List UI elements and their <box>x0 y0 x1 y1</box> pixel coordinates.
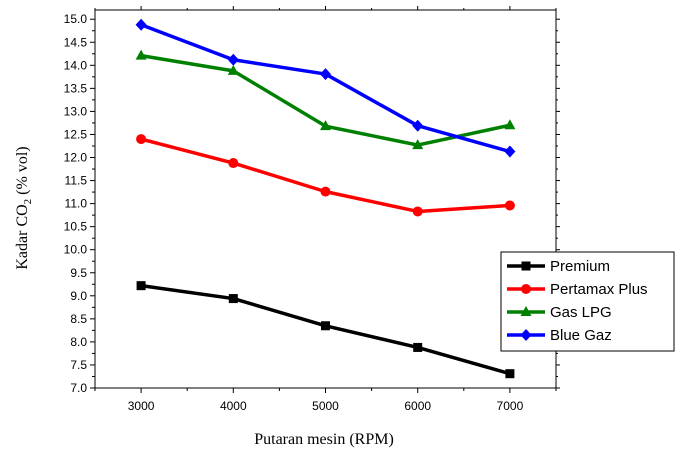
y-tick-label: 9.0 <box>70 289 87 303</box>
data-point-blue-gaz <box>412 119 424 132</box>
y-tick-label: 10.5 <box>64 220 88 234</box>
legend-label-pertamax-plus: Pertamax Plus <box>550 281 648 298</box>
y-tick-label: 13.0 <box>64 104 88 118</box>
y-tick-label: 8.5 <box>70 312 87 326</box>
y-tick-label: 12.0 <box>64 151 88 165</box>
plot-frame <box>94 9 557 389</box>
legend: Premium Pertamax Plus Gas LPG Blue Gaz <box>500 251 675 352</box>
y-tick-label: 8.0 <box>70 335 87 349</box>
data-point-pertamax-plus <box>228 158 239 169</box>
y-tick-label: 11.0 <box>65 197 88 211</box>
y-tick-label: 7.0 <box>70 381 87 395</box>
data-point-premium <box>505 369 515 379</box>
x-tick-label: 4000 <box>220 399 247 413</box>
y-tick-label: 15.0 <box>64 12 88 26</box>
y-tick-label: 10.0 <box>64 243 88 257</box>
y-tick-label: 14.0 <box>64 58 88 72</box>
data-point-blue-gaz <box>227 53 239 66</box>
x-tick-label: 7000 <box>497 399 524 413</box>
data-point-blue-gaz <box>135 18 147 31</box>
data-point-premium <box>321 321 330 331</box>
series-pertamax-plus <box>136 134 515 217</box>
series-blue-gaz <box>135 18 516 158</box>
y-axis-title: Kadar CO2 (% vol) <box>14 146 34 269</box>
data-point-gas-lpg <box>320 120 331 131</box>
data-point-premium <box>228 294 238 304</box>
series-layer <box>135 18 516 379</box>
y-axis-title-main: Kadar CO <box>14 204 31 269</box>
data-point-gas-lpg <box>227 64 239 75</box>
data-point-premium <box>413 342 423 352</box>
data-point-pertamax-plus <box>504 200 515 211</box>
y-axis-title-unit: (% vol) <box>14 146 31 198</box>
data-point-gas-lpg <box>412 139 424 150</box>
x-axis-title: Putaran mesin (RPM) <box>254 431 394 448</box>
y-tick-label: 12.5 <box>64 127 88 141</box>
data-point-premium <box>136 281 146 291</box>
legend-marker-blue-gaz <box>520 329 532 341</box>
y-tick-label: 13.5 <box>64 81 88 95</box>
data-point-blue-gaz <box>504 145 516 158</box>
legend-marker-gas-lpg <box>520 306 532 316</box>
series-line-pertamax-plus <box>140 137 511 214</box>
series-premium <box>136 281 515 379</box>
y-tick-label: 14.5 <box>64 35 88 49</box>
x-tick-label: 5000 <box>312 399 339 413</box>
data-point-pertamax-plus <box>136 134 147 145</box>
legend-label-blue-gaz: Blue Gaz <box>550 327 612 344</box>
data-point-gas-lpg <box>135 49 147 60</box>
data-point-blue-gaz <box>320 68 331 81</box>
plot-axes: 7.0 7.5 8.0 8.5 9.0 9.5 10.0 10.5 11.0 11.5 12.0 12… <box>64 6 560 413</box>
legend-marker-pertamax-plus <box>521 284 531 294</box>
y-axis-title-subscript: 2 <box>22 199 34 205</box>
data-point-gas-lpg <box>504 119 516 130</box>
x-tick-label: 6000 <box>404 399 431 413</box>
x-tick-label: 3000 <box>128 399 155 413</box>
y-tick-label: 9.5 <box>70 266 87 280</box>
series-line-blue-gaz <box>140 23 511 154</box>
y-tick-label: 7.5 <box>70 358 87 372</box>
legend-label-premium: Premium <box>550 258 610 275</box>
data-point-pertamax-plus <box>320 186 331 197</box>
legend-label-gas-lpg: Gas LPG <box>550 304 612 321</box>
legend-marker-premium <box>521 261 531 271</box>
data-point-pertamax-plus <box>412 206 423 217</box>
y-tick-label: 11.5 <box>65 174 88 188</box>
series-gas-lpg <box>135 49 516 150</box>
